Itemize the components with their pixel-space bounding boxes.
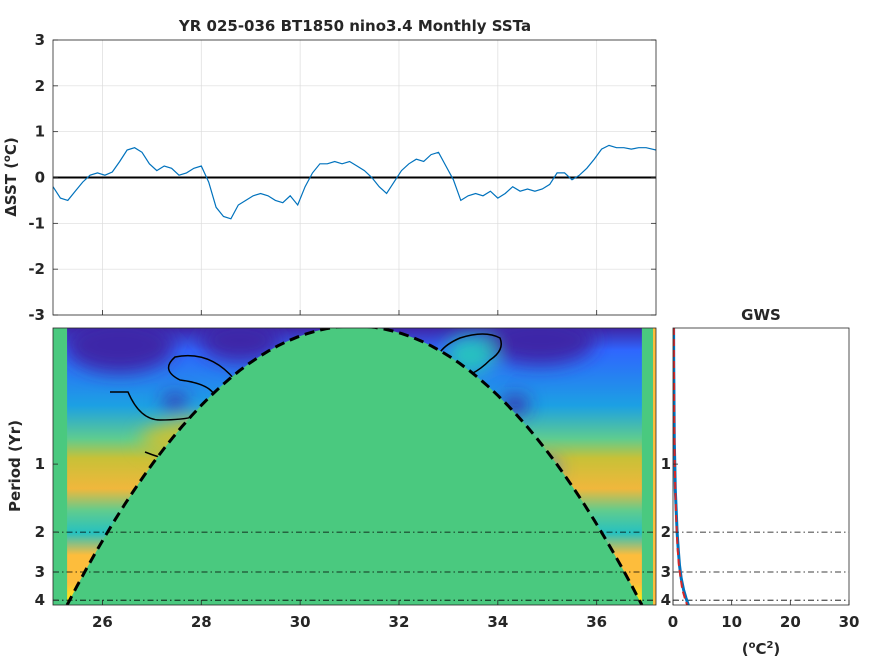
y-tick-label: 3 — [661, 563, 671, 581]
y-tick-label: 1 — [35, 455, 45, 473]
x-tick-label: 30 — [290, 613, 311, 631]
x-tick-label: 36 — [586, 613, 607, 631]
y-tick-label: 2 — [661, 523, 671, 541]
x-tick-label: 0 — [668, 613, 678, 631]
y-tick-label: -3 — [28, 306, 45, 324]
y-tick-label: 4 — [35, 591, 45, 609]
timeseries-title: YR 025-036 BT1850 nino3.4 Monthly SSTa — [178, 17, 531, 35]
gws-panel: 1 2 3 4 0 10 20 30 GWS (oC2) — [661, 306, 860, 656]
y-tick-label: 1 — [661, 455, 671, 473]
power-blob — [67, 328, 175, 373]
x-tick-label: 20 — [780, 613, 801, 631]
gws-significance-line — [673, 328, 689, 605]
x-tick-label: 26 — [92, 613, 113, 631]
power-blob — [485, 328, 595, 365]
wavelet-y-ticks: 1 2 3 4 — [35, 455, 58, 609]
y-tick-label: 4 — [661, 591, 671, 609]
y-tick-label: 2 — [35, 77, 45, 95]
y-tick-label: 3 — [35, 31, 45, 49]
gws-title: GWS — [741, 306, 781, 324]
wavelet-x-ticks: 26 28 30 32 34 36 — [92, 600, 607, 631]
x-tick-label: 32 — [389, 613, 410, 631]
gws-x-ticks: 0 10 20 30 — [668, 600, 860, 631]
right-edge-strip — [653, 328, 656, 605]
y-tick-label: -1 — [28, 214, 45, 232]
reference-period-lines — [53, 531, 656, 601]
x-tick-label: 30 — [839, 613, 860, 631]
y-tick-label: -2 — [28, 260, 45, 278]
gws-x-axis-label: (oC2) — [742, 640, 781, 656]
gws-reference-lines — [673, 531, 849, 601]
x-tick-label: 10 — [721, 613, 742, 631]
x-tick-label: 28 — [191, 613, 212, 631]
y-tick-label: 0 — [35, 169, 45, 187]
y-tick-label: 1 — [35, 123, 45, 141]
cone-of-influence — [65, 328, 644, 605]
timeseries-y-axis-label: ΔSST (oC) — [2, 137, 20, 217]
power-blob — [163, 394, 187, 410]
wavelet-axes-box — [52, 327, 657, 606]
y-tick-label: 2 — [35, 523, 45, 541]
wavelet-y-axis-label: Period (Yr) — [6, 420, 24, 512]
gws-y-ticks: 1 2 3 4 — [661, 455, 678, 609]
timeseries-y-ticks: -3 -2 -1 0 1 2 3 — [28, 31, 656, 324]
y-tick-label: 3 — [35, 563, 45, 581]
sst-anomaly-line — [53, 144, 656, 220]
x-tick-label: 34 — [487, 613, 508, 631]
gws-plot-area — [673, 328, 849, 605]
power-blob — [200, 328, 280, 362]
timeseries-panel: -3 -2 -1 0 1 2 3 YR 025-036 BT1850 nino3.4 Mon… — [2, 17, 657, 324]
timeseries-x-ticks — [102, 310, 598, 315]
gws-axes-box — [672, 327, 850, 606]
